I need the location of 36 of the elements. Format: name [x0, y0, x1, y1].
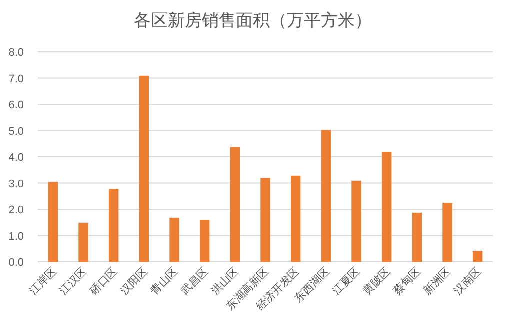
x-tick-label: 汉南区 [451, 264, 484, 298]
bar [230, 147, 240, 262]
x-tick-label: 江夏区 [330, 266, 363, 298]
y-tick-label: 6.0 [8, 100, 24, 112]
bar [78, 222, 88, 262]
bar [260, 178, 270, 262]
x-tick-label: 汉阳区 [118, 266, 150, 298]
y-tick-label: 5.0 [8, 126, 24, 138]
x-tick-label: 蔡甸区 [390, 264, 424, 298]
bar [200, 220, 210, 262]
bar [139, 76, 150, 262]
y-tick-label: 0.0 [8, 257, 24, 269]
bar [108, 189, 119, 262]
bar [412, 212, 422, 262]
bar [442, 202, 452, 262]
y-tick-label: 8.0 [8, 47, 24, 59]
x-tick-label: 青山区 [148, 264, 181, 298]
x-tick-label: 新洲区 [421, 264, 454, 298]
x-tick-label: 江汉区 [58, 266, 90, 298]
y-tick-label: 7.0 [8, 73, 24, 86]
bar [321, 130, 332, 262]
bar [352, 180, 362, 262]
y-tick-label: 3.0 [8, 178, 24, 190]
bar [290, 176, 301, 262]
y-tick-label: 2.0 [8, 204, 24, 216]
x-tick-label: 武昌区 [178, 264, 211, 298]
x-tick-label: 黄陂区 [360, 264, 393, 298]
x-tick-label: 江岸区 [26, 264, 60, 298]
bar [48, 182, 58, 262]
y-tick-label: 1.0 [8, 230, 24, 243]
x-tick-label: 硚口区 [87, 266, 120, 298]
y-tick-label: 4.0 [8, 152, 24, 164]
bar [170, 218, 180, 262]
bar [382, 152, 392, 262]
chart-title: 各区新房销售面积（万平方米） [134, 11, 372, 30]
bar [472, 250, 483, 262]
